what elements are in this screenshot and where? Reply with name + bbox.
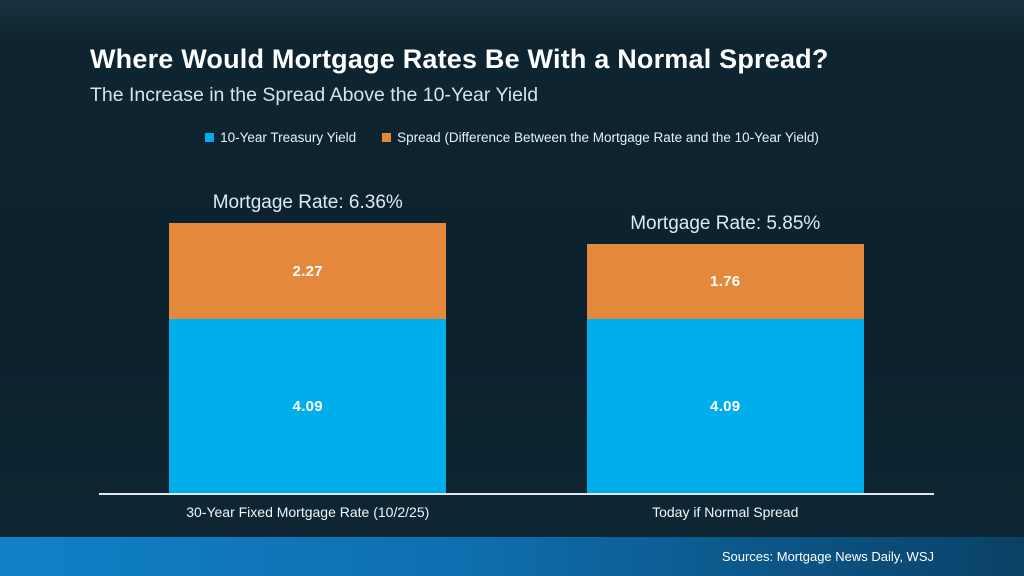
stacked-bar-normal-spread: 1.76 4.09 (586, 244, 864, 493)
category-label-normal-spread: Today if Normal Spread (652, 504, 799, 520)
legend-label-treasury: 10-Year Treasury Yield (220, 130, 357, 145)
legend-item-treasury: 10-Year Treasury Yield (205, 130, 356, 145)
stacked-bar-current-rate: 2.27 4.09 (169, 223, 447, 493)
total-label-current-rate: Mortgage Rate: 6.36% (212, 192, 403, 213)
segment-value-label-spread-normal: 1.76 (710, 273, 741, 290)
bar-segment-treasury-normal: 4.09 (586, 319, 864, 493)
bar-segment-spread-current: 2.27 (169, 223, 447, 319)
bar-segment-treasury-current: 4.09 (169, 319, 447, 493)
segment-value-label-treasury-normal: 4.09 (710, 397, 741, 415)
category-label-current-rate: 30-Year Fixed Mortgage Rate (10/2/25) (186, 504, 430, 520)
bar-column-normal-spread: Mortgage Rate: 5.85% 1.76 4.09 (586, 213, 864, 493)
bar-segment-spread-normal: 1.76 (586, 244, 864, 319)
bar-column-current-rate: Mortgage Rate: 6.36% 2.27 4.09 (169, 192, 447, 493)
chart-legend: 10-Year Treasury Yield Spread (Differenc… (0, 130, 1024, 145)
legend-swatch-orange-icon (382, 133, 392, 142)
source-text: Sources: Mortgage News Daily, WSJ (721, 549, 934, 564)
segment-value-label-spread-current: 2.27 (292, 262, 323, 280)
legend-swatch-blue-icon (205, 133, 215, 142)
page-title: Where Would Mortgage Rates Be With a Nor… (90, 44, 829, 74)
legend-item-spread: Spread (Difference Between the Mortgage … (382, 130, 819, 145)
segment-value-label-treasury-current: 4.09 (292, 397, 323, 415)
bar-slot-current-rate: Mortgage Rate: 6.36% 2.27 4.09 (99, 192, 517, 493)
footer-bar: Sources: Mortgage News Daily, WSJ (0, 537, 1024, 576)
page-subtitle: The Increase in the Spread Above the 10-… (90, 84, 539, 106)
plot-area: Mortgage Rate: 6.36% 2.27 4.09 Mortgage … (99, 158, 934, 493)
legend-label-spread: Spread (Difference Between the Mortgage … (397, 130, 819, 145)
category-labels-row: 30-Year Fixed Mortgage Rate (10/2/25) To… (99, 504, 934, 520)
total-label-normal-spread: Mortgage Rate: 5.85% (630, 213, 821, 234)
bar-slot-normal-spread: Mortgage Rate: 5.85% 1.76 4.09 (517, 213, 935, 493)
x-axis-line (99, 493, 934, 495)
